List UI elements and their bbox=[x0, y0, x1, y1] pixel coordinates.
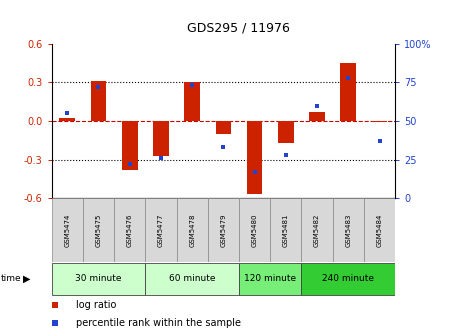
Bar bbox=[216, 121, 231, 134]
Text: GSM5476: GSM5476 bbox=[127, 213, 133, 247]
Text: time: time bbox=[0, 275, 21, 283]
Text: GSM5474: GSM5474 bbox=[64, 213, 70, 247]
Bar bbox=[239, 198, 270, 262]
Bar bbox=[270, 198, 301, 262]
Text: GSM5477: GSM5477 bbox=[158, 213, 164, 247]
Bar bbox=[176, 198, 208, 262]
Bar bbox=[208, 198, 239, 262]
Bar bbox=[185, 82, 200, 121]
Bar bbox=[372, 121, 387, 122]
Bar bbox=[145, 263, 239, 295]
Text: percentile rank within the sample: percentile rank within the sample bbox=[76, 319, 241, 328]
Bar bbox=[83, 198, 114, 262]
Text: 30 minute: 30 minute bbox=[75, 275, 122, 283]
Text: GSM5480: GSM5480 bbox=[251, 213, 258, 247]
Bar bbox=[122, 121, 137, 170]
Bar bbox=[153, 121, 169, 156]
Bar bbox=[52, 198, 83, 262]
Text: GSM5483: GSM5483 bbox=[345, 213, 351, 247]
Bar bbox=[52, 263, 145, 295]
Text: GSM5478: GSM5478 bbox=[189, 213, 195, 247]
Bar bbox=[309, 112, 325, 121]
Bar bbox=[239, 263, 301, 295]
Text: GSM5481: GSM5481 bbox=[283, 213, 289, 247]
Bar bbox=[340, 63, 356, 121]
Bar bbox=[247, 121, 262, 194]
Text: GSM5484: GSM5484 bbox=[377, 213, 383, 247]
Text: GSM5479: GSM5479 bbox=[220, 213, 226, 247]
Bar bbox=[114, 198, 145, 262]
Bar bbox=[364, 198, 395, 262]
Bar bbox=[301, 263, 395, 295]
Text: GDS295 / 11976: GDS295 / 11976 bbox=[187, 22, 291, 35]
Text: log ratio: log ratio bbox=[76, 300, 116, 310]
Bar bbox=[333, 198, 364, 262]
Bar bbox=[301, 198, 333, 262]
Text: 240 minute: 240 minute bbox=[322, 275, 374, 283]
Bar bbox=[145, 198, 176, 262]
Bar bbox=[278, 121, 294, 143]
Text: ▶: ▶ bbox=[23, 274, 31, 284]
Bar bbox=[59, 118, 75, 121]
Text: GSM5475: GSM5475 bbox=[96, 213, 101, 247]
Bar bbox=[91, 81, 106, 121]
Text: 60 minute: 60 minute bbox=[169, 275, 216, 283]
Text: 120 minute: 120 minute bbox=[244, 275, 296, 283]
Text: GSM5482: GSM5482 bbox=[314, 213, 320, 247]
